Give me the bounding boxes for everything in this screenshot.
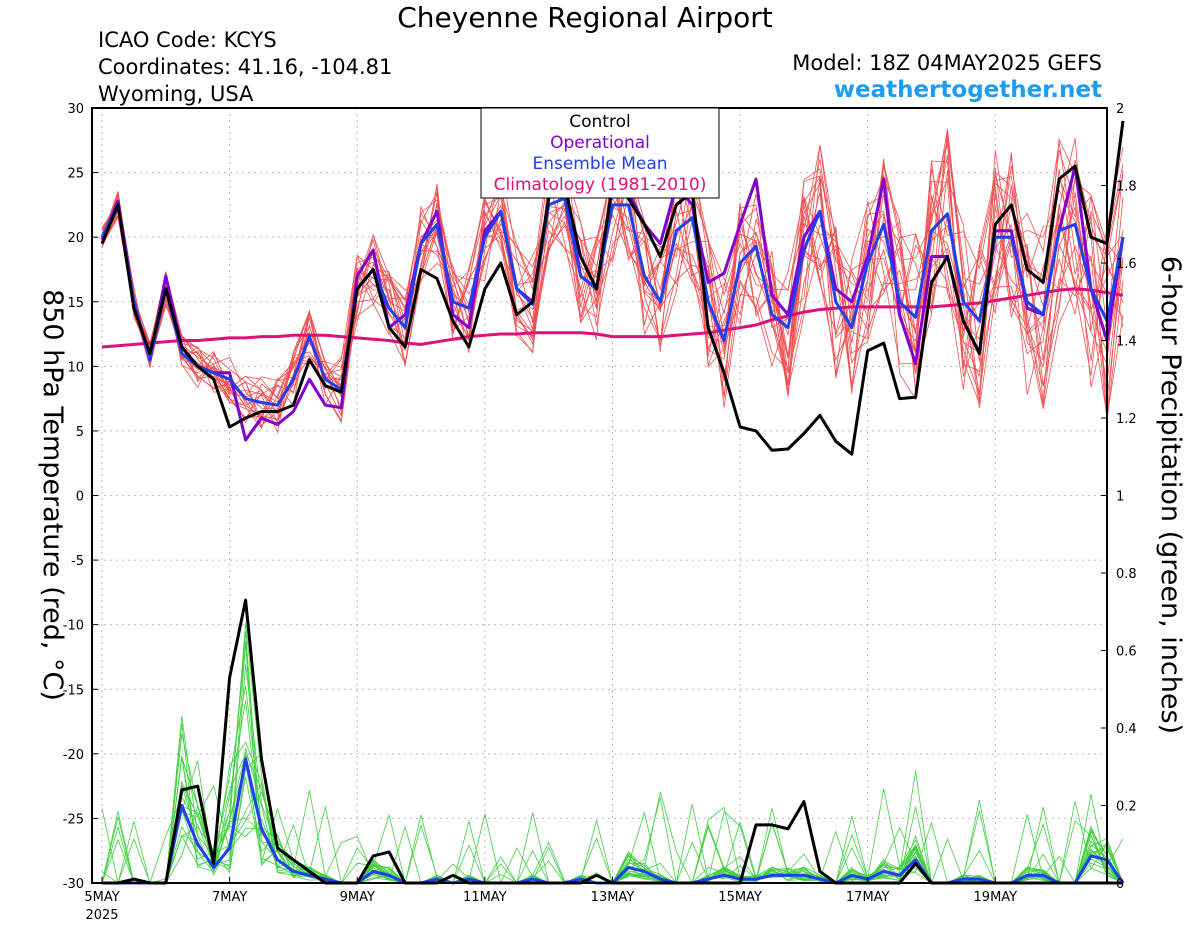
y-tick-label: 15 <box>67 296 84 311</box>
y2-tick-label: 1.4 <box>1116 335 1137 350</box>
y-tick-label: 30 <box>67 102 84 117</box>
legend-operational: Operational <box>550 133 650 153</box>
y2-tick-label: 0 <box>1116 877 1124 892</box>
y2-tick-label: 1.8 <box>1116 180 1137 195</box>
y-tick-label: 0 <box>76 490 84 505</box>
temp-climatology-line <box>101 287 1124 349</box>
legend: Control Operational Ensemble Mean Climat… <box>480 107 720 199</box>
temp-member-line <box>101 163 1124 423</box>
y2-tick-label: 1.2 <box>1116 412 1137 427</box>
region: Wyoming, USA <box>98 82 254 106</box>
y-tick-label: -30 <box>63 877 84 892</box>
y-tick-label: 25 <box>67 167 84 182</box>
legend-box <box>480 107 720 199</box>
y-axis-label: 850 hPa Temperature (red, °C) <box>37 289 68 701</box>
y2-tick-label: 1 <box>1116 490 1124 505</box>
y2-tick-label: 0.8 <box>1116 567 1137 582</box>
y2-tick-label: 0.6 <box>1116 645 1137 660</box>
y-tick-label: -5 <box>71 554 84 569</box>
y-tick-label: 20 <box>67 231 84 246</box>
chart-title: Cheyenne Regional Airport <box>397 1 773 34</box>
y-tick-label: 5 <box>76 425 84 440</box>
x-tick-label: 5MAY <box>84 890 119 905</box>
model-run: Model: 18Z 04MAY2025 GEFS <box>792 51 1102 75</box>
left-axis-ticks: 30 25 20 15 10 5 0 -5 -10 -15 -20 -25 -30 <box>63 102 98 892</box>
y-tick-label: 10 <box>67 360 84 375</box>
y-tick-label: -20 <box>63 748 84 763</box>
temp-ensemble-mean-line <box>100 196 1125 407</box>
brand-link[interactable]: weathertogether.net <box>833 77 1102 103</box>
right-axis-ticks: 2 1.8 1.6 1.4 1.2 1 0.8 0.6 0.4 0.2 0 <box>1101 102 1137 892</box>
temp-member-line <box>101 145 1124 410</box>
x-tick-label: 9MAY <box>340 890 375 905</box>
coordinates: Coordinates: 41.16, -104.81 <box>98 55 393 79</box>
x-tick-label: 17MAY <box>846 890 890 905</box>
y-tick-label: -15 <box>63 683 84 698</box>
icao-code: ICAO Code: KCYS <box>98 28 277 52</box>
temp-member-line <box>101 143 1124 418</box>
legend-ensemble-mean: Ensemble Mean <box>532 154 667 174</box>
x-tick-year: 2025 <box>85 908 118 923</box>
legend-control: Control <box>569 112 630 132</box>
x-tick-label: 7MAY <box>212 890 247 905</box>
y2-axis-label: 6-hour Precipitation (green, inches) <box>1155 256 1186 734</box>
legend-climatology: Climatology (1981-2010) <box>494 175 707 195</box>
y2-tick-label: 2 <box>1116 102 1124 117</box>
y-tick-label: -25 <box>63 812 84 827</box>
y-tick-label: -10 <box>63 619 84 634</box>
y2-tick-label: 0.2 <box>1116 800 1137 815</box>
x-axis-ticks: 5MAY 2025 7MAY 9MAY 11MAY 13MAY 15MAY 17MAY 19MA… <box>84 877 1017 923</box>
x-tick-label: 11MAY <box>463 890 507 905</box>
y2-tick-label: 1.6 <box>1116 257 1137 272</box>
x-tick-label: 19MAY <box>974 890 1018 905</box>
y2-tick-label: 0.4 <box>1116 722 1137 737</box>
x-tick-label: 15MAY <box>718 890 762 905</box>
x-tick-label: 13MAY <box>591 890 635 905</box>
